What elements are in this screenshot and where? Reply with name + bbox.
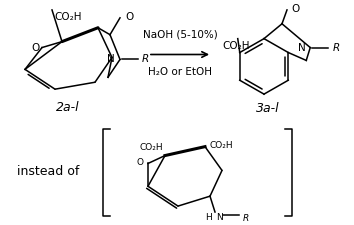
Text: N: N bbox=[107, 54, 115, 64]
Text: O: O bbox=[125, 12, 133, 22]
Text: N: N bbox=[216, 213, 223, 222]
Text: O: O bbox=[137, 158, 143, 167]
Text: R: R bbox=[332, 43, 339, 53]
Text: N: N bbox=[298, 43, 306, 53]
Text: CO₂H: CO₂H bbox=[209, 141, 233, 150]
Text: CO₂H: CO₂H bbox=[54, 12, 81, 22]
Text: H₂O or EtOH: H₂O or EtOH bbox=[148, 67, 212, 77]
Text: O: O bbox=[31, 43, 39, 53]
Text: 3a-l: 3a-l bbox=[256, 103, 280, 115]
Text: NaOH (5-10%): NaOH (5-10%) bbox=[143, 30, 217, 40]
Text: R: R bbox=[142, 54, 149, 64]
Text: R: R bbox=[243, 214, 249, 223]
Text: CO₂H: CO₂H bbox=[222, 41, 250, 51]
Text: instead of: instead of bbox=[17, 165, 79, 178]
Text: 2a-l: 2a-l bbox=[56, 101, 80, 113]
Text: H: H bbox=[205, 213, 212, 222]
Text: O: O bbox=[291, 4, 299, 14]
Text: CO₂H: CO₂H bbox=[139, 143, 163, 152]
